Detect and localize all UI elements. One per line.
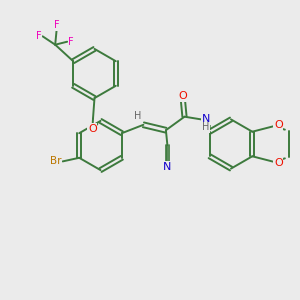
Text: O: O: [178, 91, 188, 101]
Text: F: F: [54, 20, 59, 30]
Text: N: N: [202, 114, 210, 124]
Text: F: F: [68, 37, 74, 47]
Text: O: O: [274, 158, 283, 168]
Text: Br: Br: [50, 156, 62, 167]
Text: H: H: [202, 122, 210, 132]
Text: H: H: [134, 111, 142, 122]
Text: F: F: [36, 31, 41, 41]
Text: O: O: [88, 124, 97, 134]
Text: N: N: [163, 161, 172, 172]
Text: O: O: [274, 120, 283, 130]
